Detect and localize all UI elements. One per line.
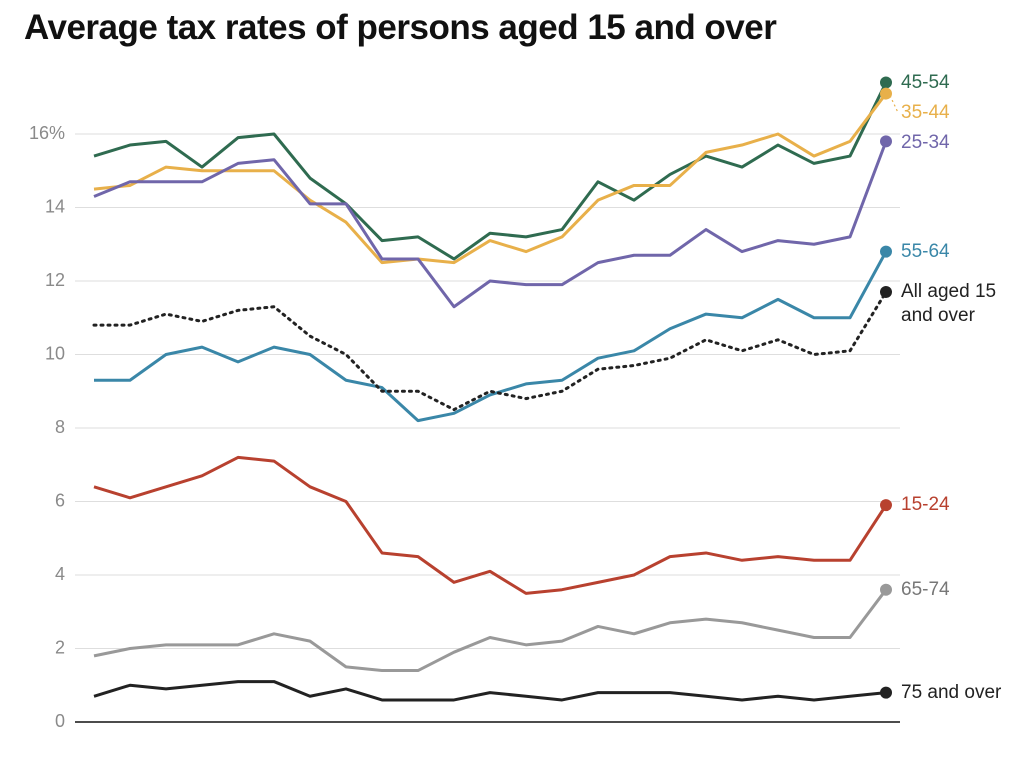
leader-line xyxy=(889,95,899,113)
legend-label: 15-24 xyxy=(901,494,950,516)
y-tick-label: 6 xyxy=(55,490,65,510)
legend-label: 55-64 xyxy=(901,240,950,262)
series-line xyxy=(93,588,888,673)
legend-label: All aged 15 and over xyxy=(901,281,997,327)
series-line xyxy=(93,140,888,309)
legend-label: 35-44 xyxy=(901,101,950,123)
end-dot xyxy=(880,135,892,148)
y-tick-label: 14 xyxy=(45,196,65,216)
series-line xyxy=(94,250,888,423)
chart-title: Average tax rates of persons aged 15 and… xyxy=(24,8,777,47)
series-line xyxy=(93,92,888,265)
y-tick-label: 12 xyxy=(45,270,65,290)
end-dot xyxy=(880,686,892,699)
end-dot xyxy=(880,245,892,258)
end-dot xyxy=(880,87,892,100)
end-dot xyxy=(880,76,892,89)
end-dot xyxy=(880,583,892,596)
y-tick-label: 16% xyxy=(29,123,65,143)
y-tick-label: 2 xyxy=(55,637,65,657)
legend-label: 25-34 xyxy=(901,131,950,153)
series-line xyxy=(93,81,888,261)
series-line xyxy=(93,680,887,702)
series-line xyxy=(93,455,888,595)
y-tick-label: 8 xyxy=(55,417,65,437)
legend-label: 65-74 xyxy=(901,578,950,600)
end-dot xyxy=(880,286,892,299)
legend-label: 45-54 xyxy=(901,71,950,93)
y-tick-label: 4 xyxy=(55,564,65,584)
series-line xyxy=(92,290,888,412)
legend-label: 75 and over xyxy=(901,681,1002,703)
end-dot xyxy=(880,499,892,512)
y-tick-label: 0 xyxy=(55,711,65,731)
y-tick-label: 10 xyxy=(45,343,65,363)
